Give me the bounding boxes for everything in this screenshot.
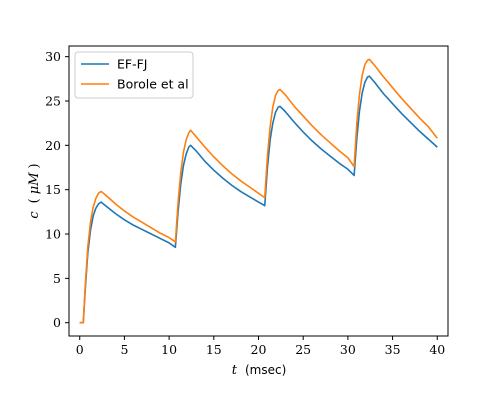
x-axis-variable: t — [232, 363, 238, 378]
y-axis-unit: μM — [27, 172, 42, 194]
legend: EF-FJ Borole et al — [74, 51, 194, 99]
legend-label-borole: Borole et al — [117, 77, 189, 92]
x-tick-label: 10 — [161, 342, 177, 357]
x-tick-label: 5 — [120, 342, 128, 357]
x-tick-label: 0 — [76, 342, 84, 357]
legend-label-ef-fj: EF-FJ — [117, 57, 147, 72]
x-tick-label: 30 — [340, 342, 356, 357]
y-axis-variable: c — [27, 211, 42, 219]
y-tick-label: 25 — [45, 93, 61, 108]
x-axis-label: t (msec) — [232, 361, 287, 378]
ticks: 0 5 10 15 20 25 30 35 40 0 5 10 15 20 25 30 — [45, 49, 445, 357]
x-axis-unit: (msec) — [245, 363, 286, 377]
x-tick-label: 20 — [251, 342, 267, 357]
x-tick-label: 35 — [385, 342, 401, 357]
x-tick-label: 25 — [295, 342, 311, 357]
y-axis-label: c ( μM ) — [25, 163, 42, 218]
series-line-borole-et-al — [79, 58, 438, 324]
y-tick-label: 15 — [45, 182, 61, 197]
y-tick-label: 30 — [45, 49, 61, 64]
y-tick-label: 20 — [45, 138, 61, 153]
y-tick-label: 0 — [53, 315, 61, 330]
y-tick-label: 10 — [45, 227, 61, 242]
x-tick-label: 15 — [206, 342, 222, 357]
plot-area — [79, 58, 438, 324]
y-axis-paren-open: ( — [27, 198, 42, 203]
y-axis-paren-close: ) — [27, 163, 42, 168]
x-tick-label: 40 — [429, 342, 445, 357]
y-tick-label: 5 — [53, 271, 61, 286]
series-line-ef-fj — [79, 75, 438, 324]
